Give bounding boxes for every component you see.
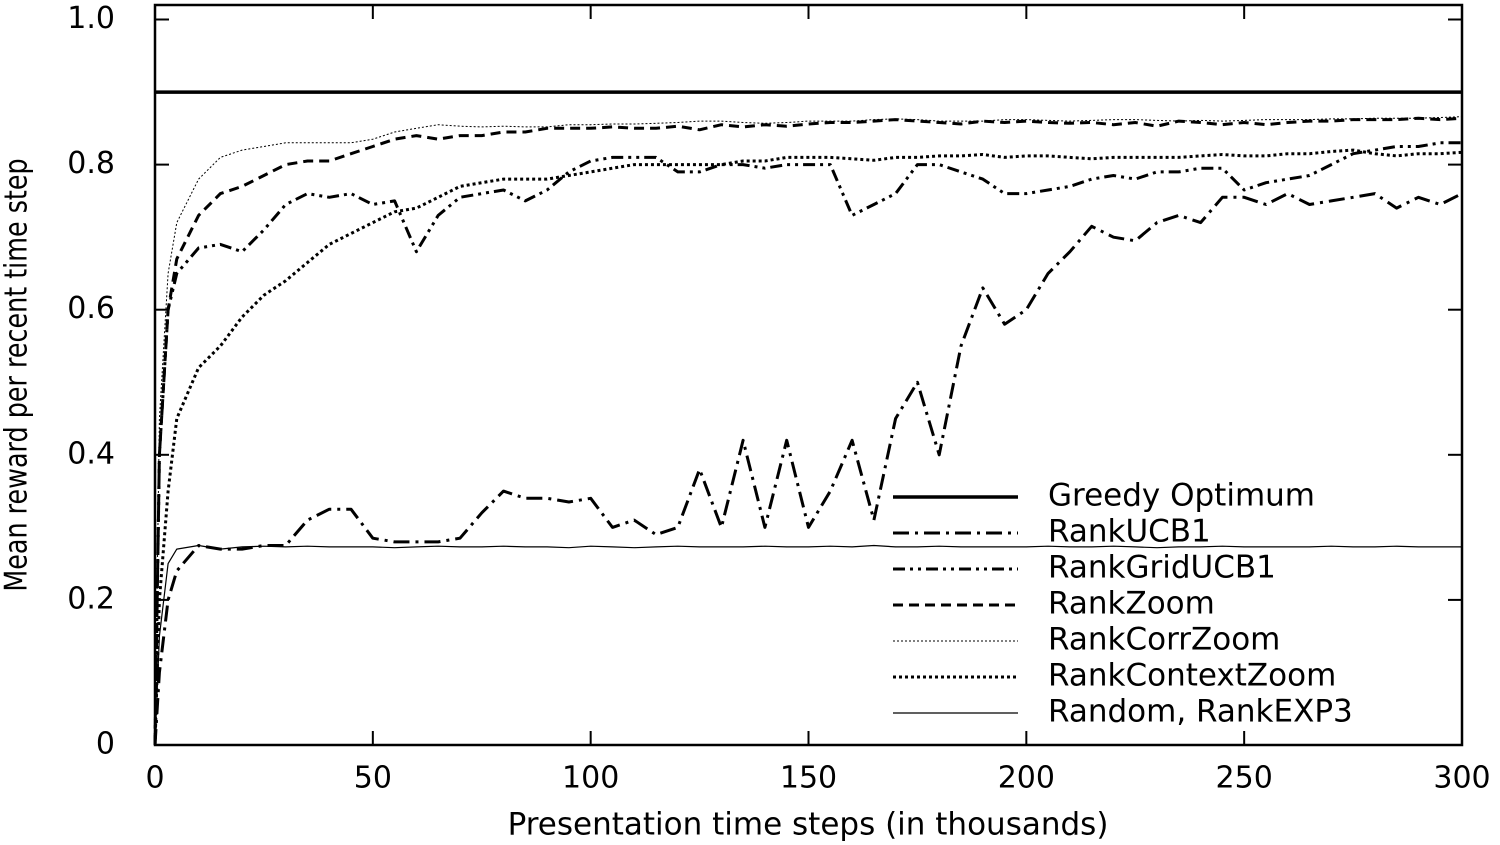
x-tick-label: 150 [780,761,837,796]
x-axis-label: Presentation time steps (in thousands) [508,807,1109,843]
y-tick-label: 0.2 [67,581,115,616]
y-tick-label: 0.8 [67,146,115,181]
y-tick-label: 1.0 [67,1,115,36]
y-tick-label: 0 [96,727,115,762]
legend-label: Greedy Optimum [1048,478,1315,514]
legend-label: Random, RankEXP3 [1048,694,1353,730]
series-line [153,192,1463,746]
series-line [153,116,1463,746]
x-tick-label: 0 [145,761,164,796]
legend-label: RankGridUCB1 [1048,550,1276,586]
legend-label: RankCorrZoom [1048,622,1280,658]
x-tick-label: 200 [998,761,1055,796]
series-line [154,116,1463,746]
y-tick-label: 0.4 [67,436,115,471]
series-line [154,544,1462,746]
legend-label: RankUCB1 [1048,514,1211,550]
legend-label: RankContextZoom [1048,658,1336,694]
series-line [153,141,1462,746]
x-tick-label: 300 [1433,761,1490,796]
x-tick-label: 100 [562,761,619,796]
y-axis-label: Mean reward per recent time step [0,158,34,591]
y-tick-label: 0.6 [67,291,115,326]
x-tick-label: 50 [354,761,392,796]
series-line [153,148,1463,746]
legend-label: RankZoom [1048,586,1215,622]
x-tick-label: 250 [1216,761,1273,796]
